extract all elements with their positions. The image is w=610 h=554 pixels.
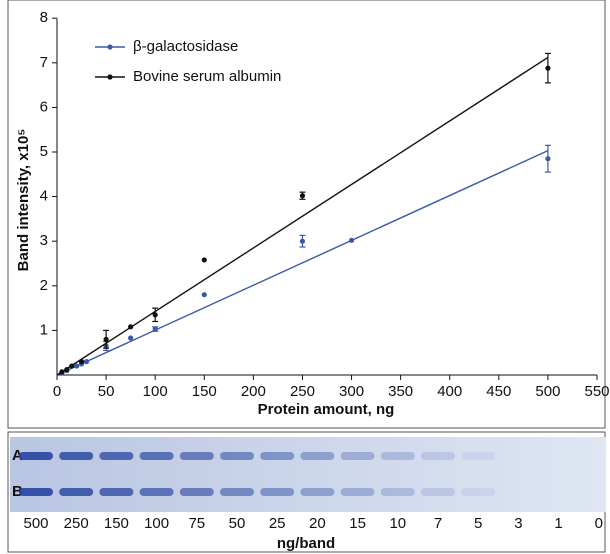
lane-label: 20 xyxy=(309,515,326,532)
gel-band xyxy=(421,488,455,496)
point xyxy=(348,237,355,243)
x-tick-label: 100 xyxy=(143,383,168,400)
point xyxy=(545,156,551,162)
gel-row-label: B xyxy=(12,483,23,500)
x-tick-label: 300 xyxy=(339,383,364,400)
lane-label: 15 xyxy=(349,515,366,532)
gel-band xyxy=(19,452,53,460)
point xyxy=(299,193,306,199)
point xyxy=(64,367,70,373)
y-axis-label: Band intensity, x10⁵ xyxy=(15,129,32,272)
lane-label: 75 xyxy=(188,515,205,532)
point xyxy=(152,326,158,332)
x-tick-label: 450 xyxy=(486,383,511,400)
point xyxy=(83,359,90,365)
point xyxy=(545,65,551,71)
gel-band xyxy=(220,452,254,460)
lane-label: 25 xyxy=(269,515,286,532)
y-tick-label: 7 xyxy=(40,54,48,71)
lane-label: 3 xyxy=(514,515,522,532)
gel-band xyxy=(260,452,295,460)
x-tick-label: 150 xyxy=(192,383,217,400)
x-tick-label: 350 xyxy=(388,383,413,400)
gel-band xyxy=(59,452,94,460)
point xyxy=(201,292,207,298)
point xyxy=(201,257,207,263)
lane-label: 5 xyxy=(474,515,482,532)
x-tick-label: 250 xyxy=(290,383,315,400)
gel-band xyxy=(139,452,174,460)
legend-label: Bovine serum albumin xyxy=(133,68,281,85)
gel-band xyxy=(461,488,496,496)
point xyxy=(69,363,75,369)
gel-band xyxy=(179,452,214,460)
gel-band xyxy=(501,488,535,496)
gel-band xyxy=(380,488,415,496)
point xyxy=(128,324,134,330)
lane-label: 50 xyxy=(229,515,246,532)
point xyxy=(128,335,134,341)
x-tick-label: 0 xyxy=(53,383,61,400)
gel-band xyxy=(99,452,134,460)
gel-band xyxy=(99,488,134,496)
gel-x-label: ng/band xyxy=(277,535,335,552)
lane-label: 100 xyxy=(144,515,169,532)
fit-line xyxy=(56,56,549,376)
legend-marker xyxy=(107,44,113,50)
gel-band xyxy=(340,488,375,496)
lane-label: 1 xyxy=(554,515,562,532)
gel-band xyxy=(260,488,295,496)
gel-band xyxy=(300,452,335,460)
x-axis-label: Protein amount, ng xyxy=(258,401,395,418)
gel-band xyxy=(340,452,375,460)
gel-band xyxy=(501,452,535,460)
lane-label: 150 xyxy=(104,515,129,532)
gel-band xyxy=(139,488,174,496)
y-tick-label: 8 xyxy=(40,9,48,26)
legend-label: β-galactosidase xyxy=(133,38,238,55)
point xyxy=(59,369,65,375)
point xyxy=(103,336,109,342)
x-tick-label: 500 xyxy=(535,383,560,400)
x-tick-label: 550 xyxy=(584,383,609,400)
legend-marker xyxy=(107,74,113,80)
x-tick-label: 400 xyxy=(437,383,462,400)
gel-row-label: A xyxy=(12,447,23,464)
y-tick-label: 1 xyxy=(40,321,48,338)
gel-band xyxy=(421,452,455,460)
gel-band xyxy=(220,488,254,496)
gel-band xyxy=(59,488,94,496)
lane-label: 0 xyxy=(595,515,603,532)
gel-band xyxy=(380,452,415,460)
gel-band xyxy=(300,488,335,496)
lane-label: 250 xyxy=(64,515,89,532)
fit-line xyxy=(56,150,549,376)
point xyxy=(152,312,158,318)
gel-band xyxy=(19,488,53,496)
lane-label: 500 xyxy=(23,515,48,532)
chart-frame xyxy=(7,0,606,429)
y-tick-label: 3 xyxy=(40,232,48,249)
gel-band xyxy=(179,488,214,496)
point xyxy=(78,359,85,365)
point xyxy=(74,363,80,369)
lane-label: 7 xyxy=(434,515,442,532)
x-tick-label: 50 xyxy=(98,383,115,400)
y-tick-label: 2 xyxy=(40,277,48,294)
y-tick-label: 5 xyxy=(40,143,48,160)
point xyxy=(299,238,306,244)
y-tick-label: 6 xyxy=(40,98,48,115)
lane-label: 10 xyxy=(389,515,406,532)
plot: 1 2 3 4 5 6 7 8 0 50 100 150 200 250 300 350 400 450 500 55… xyxy=(40,9,610,400)
gel-image xyxy=(10,437,606,512)
x-tick-label: 200 xyxy=(241,383,266,400)
gel-band xyxy=(461,452,496,460)
y-tick-label: 4 xyxy=(40,188,48,205)
